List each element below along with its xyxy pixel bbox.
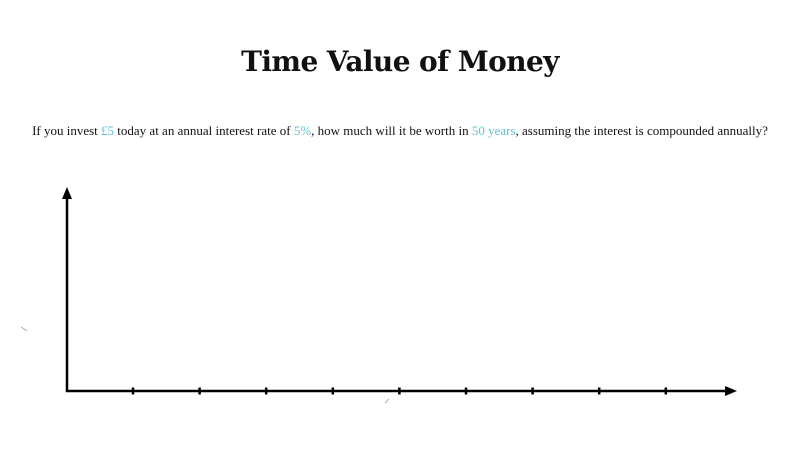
duration-value: 50 years	[471, 123, 516, 138]
x-axis-arrow-icon	[725, 386, 737, 396]
amount-value: £5	[101, 123, 115, 138]
axis-group	[62, 187, 737, 396]
stray-mark	[20, 326, 28, 332]
rate-value: 5%	[293, 123, 312, 138]
question-text-4: , assuming the interest is compounded an…	[515, 123, 768, 138]
question-text-1: If you invest	[32, 123, 102, 138]
stray-mark	[384, 398, 390, 404]
problem-statement: If you invest £5 today at an annual inte…	[0, 122, 800, 140]
y-axis-arrow-icon	[62, 187, 72, 199]
x-axis-ticks	[131, 387, 668, 395]
question-text-2: today at an annual interest rate of	[114, 123, 294, 138]
page-title: Time Value of Money	[241, 45, 559, 78]
question-text-3: , how much will it be worth in	[311, 123, 472, 138]
